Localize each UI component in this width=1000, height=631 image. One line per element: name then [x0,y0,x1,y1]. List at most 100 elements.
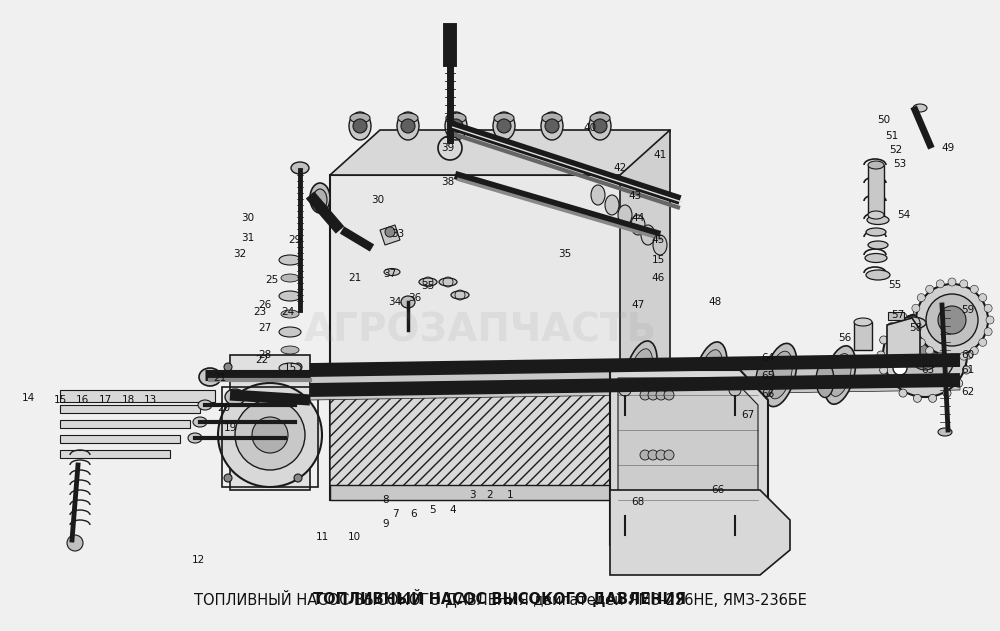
Ellipse shape [641,225,655,245]
Text: 65: 65 [761,371,775,381]
Ellipse shape [829,353,851,396]
Circle shape [916,284,988,356]
Text: 66: 66 [761,389,775,399]
Text: 28: 28 [258,350,272,360]
Circle shape [883,313,967,397]
Circle shape [913,308,921,316]
Circle shape [943,389,951,397]
Ellipse shape [763,343,797,406]
Circle shape [979,293,987,302]
Text: 33: 33 [391,229,405,239]
Text: 51: 51 [885,131,899,141]
Ellipse shape [313,189,327,211]
Circle shape [970,347,978,355]
Text: 15: 15 [651,255,665,265]
Circle shape [545,119,559,133]
Circle shape [619,504,631,516]
Text: 43: 43 [628,191,642,201]
Circle shape [955,322,963,331]
Text: 67: 67 [741,410,755,420]
Ellipse shape [868,211,884,219]
Polygon shape [230,355,310,490]
Ellipse shape [397,112,419,140]
Text: 55: 55 [888,280,902,290]
Ellipse shape [865,254,887,262]
Circle shape [294,474,302,482]
Circle shape [965,351,973,359]
Circle shape [912,304,920,312]
Circle shape [899,313,907,321]
Ellipse shape [451,291,469,299]
Ellipse shape [816,362,834,398]
Circle shape [640,390,650,400]
Circle shape [893,361,907,375]
Ellipse shape [824,346,856,404]
Text: 11: 11 [315,532,329,542]
Text: 35: 35 [558,249,572,259]
Circle shape [656,450,666,460]
Circle shape [929,394,937,403]
Text: 68: 68 [631,497,645,507]
Circle shape [385,227,395,237]
Text: 27: 27 [258,323,272,333]
Circle shape [926,294,978,346]
Circle shape [962,366,970,374]
Text: 18: 18 [121,395,135,405]
Polygon shape [610,370,768,545]
Polygon shape [330,175,660,500]
Ellipse shape [589,112,611,140]
Text: 30: 30 [241,213,255,223]
Text: 66: 66 [711,485,725,495]
Text: 30: 30 [371,195,385,205]
Ellipse shape [279,363,301,373]
Circle shape [224,474,232,482]
Circle shape [729,384,741,396]
Circle shape [497,119,511,133]
Ellipse shape [618,205,632,225]
Text: 32: 32 [233,249,247,259]
Ellipse shape [867,216,889,225]
Ellipse shape [611,362,629,398]
Text: 34: 34 [388,297,402,307]
Ellipse shape [281,274,299,282]
Bar [330,485,620,500]
Circle shape [895,325,955,385]
Ellipse shape [281,346,299,354]
Ellipse shape [401,296,415,308]
Ellipse shape [398,113,418,123]
Text: 35: 35 [421,281,435,291]
Bar [854,322,872,350]
Text: 14: 14 [21,393,35,403]
Text: 16: 16 [75,395,89,405]
Text: 4: 4 [450,505,456,515]
Ellipse shape [590,113,610,123]
Text: 45: 45 [651,235,665,245]
Text: 15: 15 [53,395,67,405]
Polygon shape [380,225,400,245]
Text: 38: 38 [441,177,455,187]
Text: 37: 37 [383,269,397,279]
Text: ТОПЛИВНЫЙ НАСОС ВЫСОКОГО ДАВЛЕНИЯ двигателей ЯМЗ-236НЕ, ЯМЗ-236БЕ: ТОПЛИВНЫЙ НАСОС ВЫСОКОГО ДАВЛЕНИЯ двигат… [194,589,806,607]
Text: АГРОЗАПЧАСТЬ: АГРОЗАПЧАСТЬ [303,311,657,349]
Ellipse shape [627,349,653,401]
Circle shape [899,389,907,397]
Text: 40: 40 [583,123,597,133]
Text: 49: 49 [941,143,955,153]
Circle shape [936,352,944,360]
Polygon shape [887,318,920,365]
Circle shape [729,504,741,516]
Ellipse shape [866,270,890,280]
Text: 23: 23 [253,307,267,317]
Text: 7: 7 [392,509,398,519]
Text: 44: 44 [631,213,645,223]
Circle shape [619,384,631,396]
Text: 58: 58 [909,323,923,333]
Ellipse shape [310,183,330,213]
Ellipse shape [291,162,309,174]
Circle shape [926,347,934,355]
Ellipse shape [542,113,562,123]
Ellipse shape [494,113,514,123]
Bar [60,420,190,428]
Text: 52: 52 [889,145,903,155]
Text: 25: 25 [265,275,279,285]
